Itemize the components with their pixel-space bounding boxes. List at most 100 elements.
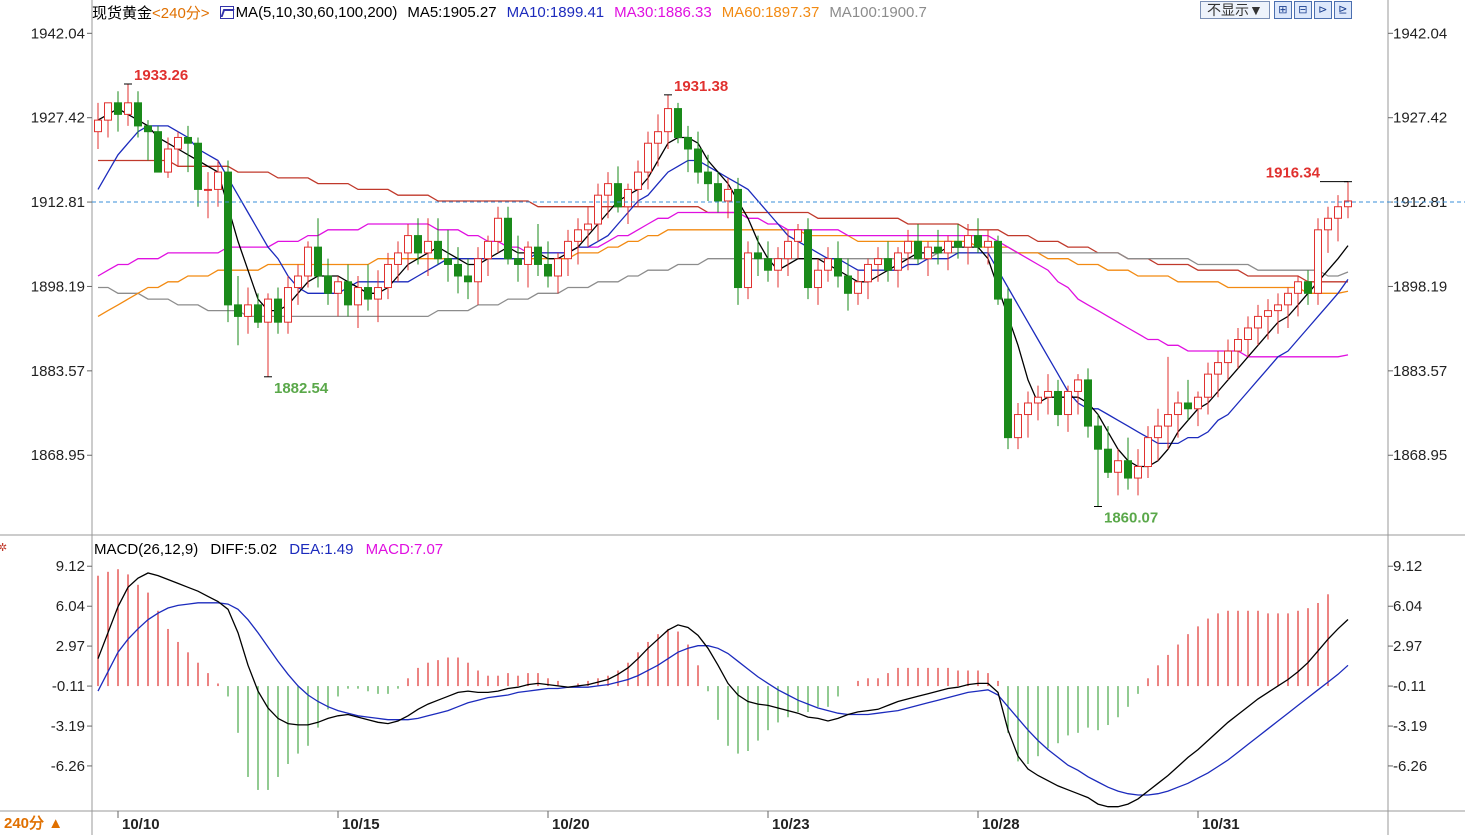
y-tick-label: 1898.19 [1393,278,1447,295]
candle-body [1184,402,1192,410]
crosshair-icon[interactable]: ✲ [0,542,8,554]
candle-body [994,240,1002,300]
candle-body [104,102,112,121]
candle-body [304,246,312,277]
candle-body [704,171,712,185]
scroll-left-button[interactable]: ⊳ [1313,1,1332,19]
candle-body [924,246,932,260]
candle [464,258,472,300]
candle [1244,316,1252,357]
candle-body [1174,402,1182,416]
candle [1314,218,1322,305]
candle [1204,362,1212,415]
zoom-in-button[interactable]: ⊞ [1273,1,1292,19]
candle-body [874,258,882,265]
candle [184,125,192,173]
candle-body [184,136,192,144]
candle [944,235,952,271]
candle-body [634,171,642,190]
y-tick-label: 1912.81 [31,194,85,211]
macd-tick-label: -6.26 [51,758,85,775]
candle-body [1054,390,1062,416]
candle [594,183,602,242]
candle [504,206,512,265]
candle [144,120,152,161]
hide-indicator-select[interactable]: 不显示▼ [1200,1,1270,19]
candle-body [374,287,382,300]
macd-tick-label: 2.97 [56,638,85,655]
ma30-value: MA30:1886.33 [614,3,712,21]
candle [734,177,742,305]
candle [904,229,912,271]
macd-tick-label: 9.12 [56,558,85,575]
candle-body [884,258,892,271]
candle [1044,374,1052,415]
candle [1264,299,1272,340]
macd-histogram [97,569,1329,790]
candle-body [834,258,842,277]
candle [754,235,762,276]
candle [694,131,702,184]
ma10-value: MA10:1899.41 [506,3,605,21]
candle-body [594,194,602,225]
period-switch-button[interactable]: 240分 ▲ [4,815,64,832]
period-label[interactable]: <240分> [152,4,210,22]
candle-body [1304,281,1312,294]
candle-body [364,287,372,300]
macd-tick-label: -3.19 [1393,718,1427,735]
candle-body [144,125,152,133]
ma-indicator-icon[interactable] [219,5,234,19]
zoom-out-button[interactable]: ⊟ [1293,1,1312,19]
candle-body [1024,402,1032,416]
candle-body [1074,379,1082,392]
candle [854,270,862,305]
candle-body [544,263,552,277]
candle [554,252,562,294]
candle-body [754,252,762,260]
candle-body [974,235,982,248]
candle [274,287,282,334]
candle [844,258,852,311]
candle [884,241,892,282]
candle-body [424,240,432,254]
candle [1054,379,1062,427]
macd-tick-label: 9.12 [1393,558,1422,575]
candle [814,258,822,305]
scroll-right-button[interactable]: ⊵ [1333,1,1352,19]
candle [704,154,712,201]
candle-body [1244,327,1252,341]
candle-body [1154,425,1162,439]
candle-body [354,287,362,306]
candle [874,247,882,282]
candle [1334,195,1342,242]
ma-title[interactable]: MA(5,10,30,60,100,200) [235,3,398,21]
candle-body [1014,414,1022,439]
candle-body [154,131,162,173]
candle-body [844,275,852,294]
candle [474,247,482,305]
candle-body [1324,217,1332,231]
candle [1064,385,1072,432]
macd-title[interactable]: MACD(26,12,9) [94,541,199,558]
candle-body [234,304,242,317]
candle [224,160,232,323]
candle [384,252,392,300]
candle [234,276,242,346]
candle [824,247,832,282]
candle-body [674,108,682,138]
candlesticks [94,83,1352,507]
candle [804,218,812,300]
candle [104,102,112,138]
candle [1004,287,1012,450]
candle-body [764,258,772,271]
candle-body [524,246,532,265]
candle [1074,374,1082,415]
candle-body [484,240,492,260]
candle-body [584,223,592,231]
candle-body [324,275,332,294]
candle [264,293,272,377]
macd-lines [97,572,1349,808]
candle [334,276,342,317]
candle [164,137,172,178]
